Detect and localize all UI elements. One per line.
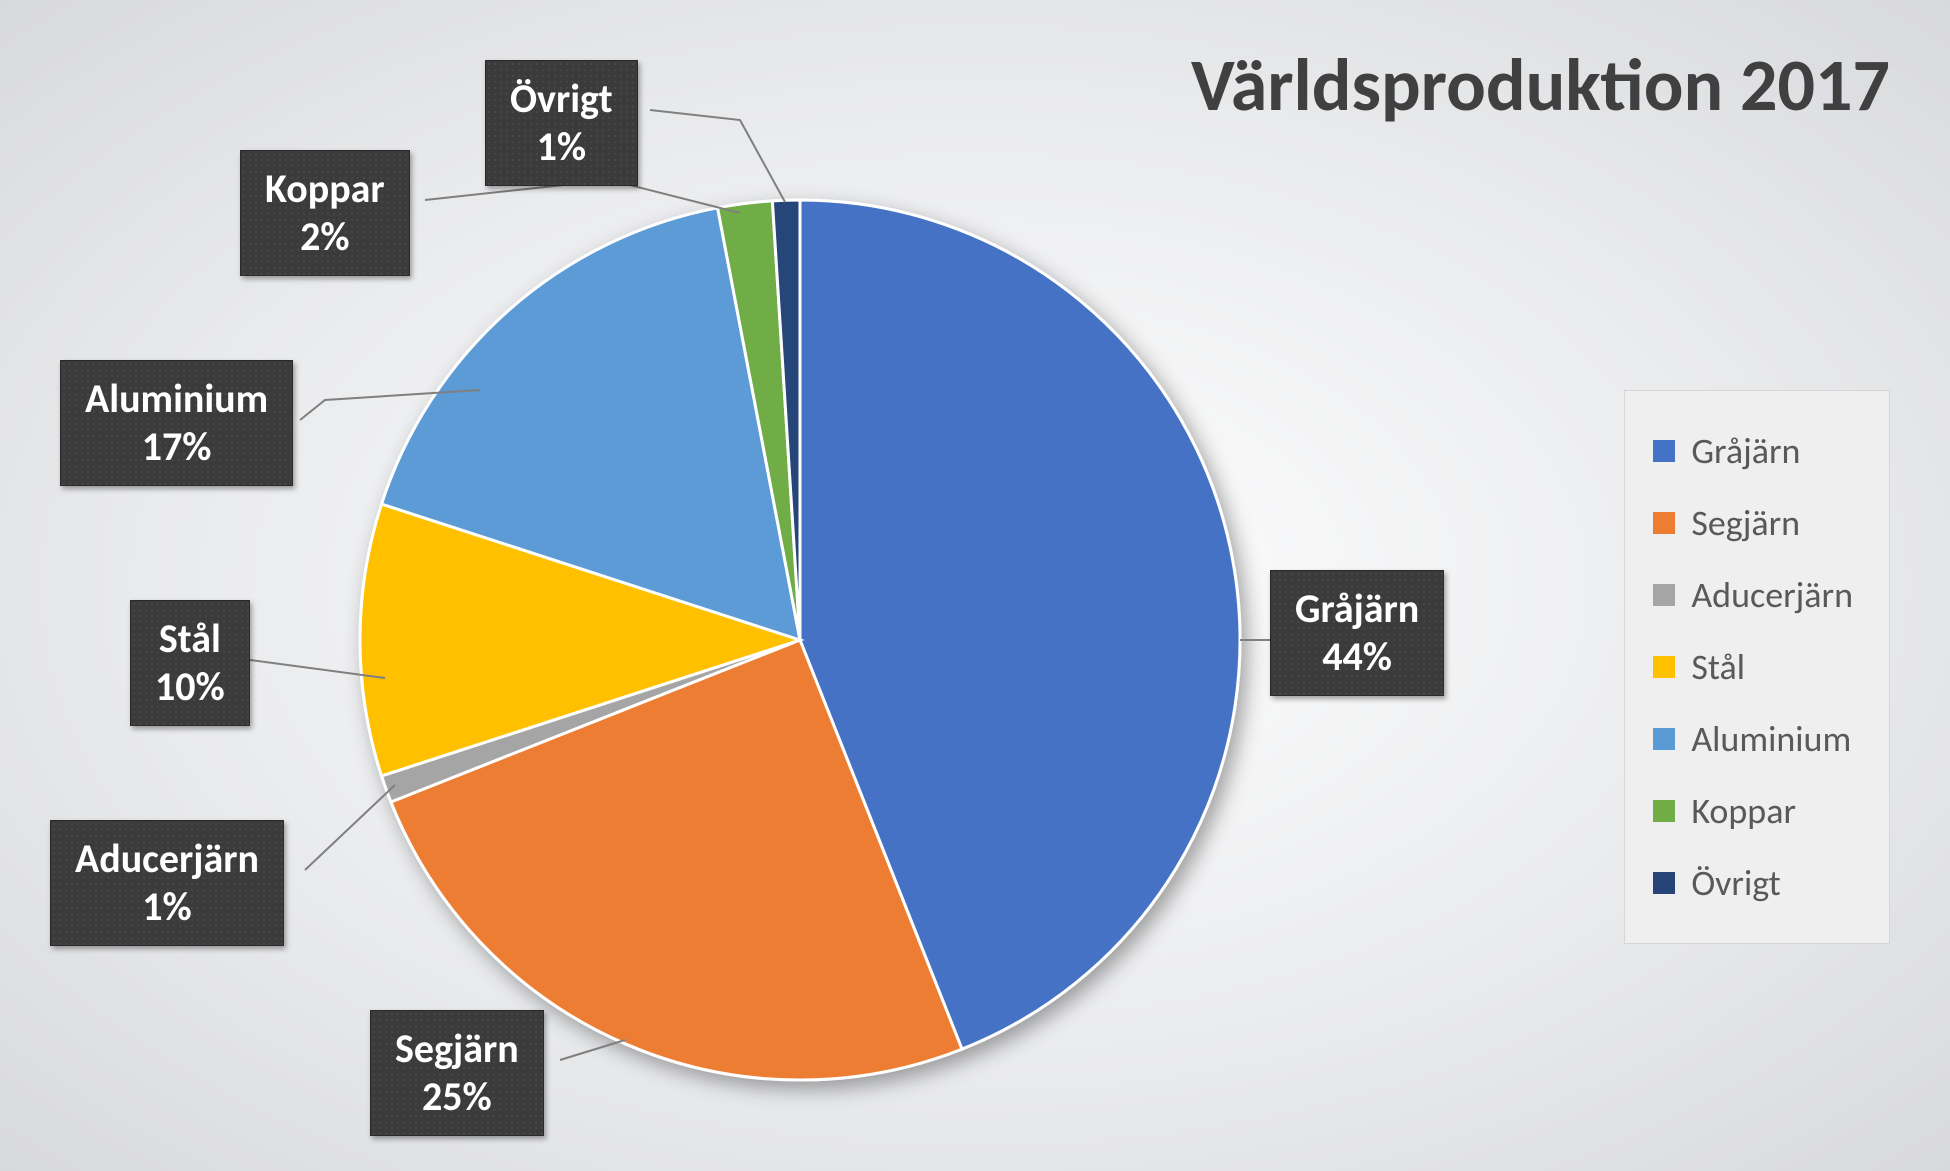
legend-item-stål: Stål <box>1653 631 1853 703</box>
pie-chart <box>330 170 1270 1110</box>
legend-label: Övrigt <box>1691 861 1780 905</box>
callout-koppar: Koppar2% <box>240 150 410 276</box>
legend-item-gråjärn: Gråjärn <box>1653 415 1853 487</box>
legend-swatch <box>1653 800 1675 822</box>
callout-aducerjärn: Aducerjärn1% <box>50 820 284 946</box>
legend-label: Stål <box>1691 645 1745 689</box>
legend-swatch <box>1653 584 1675 606</box>
legend-swatch <box>1653 728 1675 750</box>
legend-item-segjärn: Segjärn <box>1653 487 1853 559</box>
callout-percent: 17% <box>85 423 268 471</box>
callout-gråjärn: Gråjärn44% <box>1270 570 1444 696</box>
callout-label: Aluminium <box>85 374 268 423</box>
legend-swatch <box>1653 656 1675 678</box>
callout-percent: 1% <box>510 123 613 171</box>
callout-stål: Stål10% <box>130 600 250 726</box>
callout-label: Övrigt <box>510 74 613 123</box>
legend-label: Koppar <box>1691 789 1796 833</box>
legend-label: Aducerjärn <box>1691 573 1853 617</box>
callout-percent: 44% <box>1295 633 1419 681</box>
callout-segjärn: Segjärn25% <box>370 1010 544 1136</box>
legend-label: Segjärn <box>1691 501 1800 545</box>
callout-label: Gråjärn <box>1295 584 1419 633</box>
callout-label: Koppar <box>265 164 385 213</box>
callout-aluminium: Aluminium17% <box>60 360 293 486</box>
callout-label: Aducerjärn <box>75 834 259 883</box>
legend-swatch <box>1653 512 1675 534</box>
legend-item-aducerjärn: Aducerjärn <box>1653 559 1853 631</box>
callout-label: Segjärn <box>395 1024 519 1073</box>
callout-percent: 25% <box>395 1073 519 1121</box>
legend: Gråjärn Segjärn Aducerjärn Stål Aluminium Kop… <box>1624 390 1890 944</box>
legend-swatch <box>1653 440 1675 462</box>
callout-label: Stål <box>159 614 221 663</box>
legend-label: Aluminium <box>1691 717 1851 761</box>
chart-title: Världsproduktion 2017 <box>1191 40 1890 130</box>
legend-item-aluminium: Aluminium <box>1653 703 1853 775</box>
callout-percent: 10% <box>155 663 225 711</box>
legend-swatch <box>1653 872 1675 894</box>
legend-label: Gråjärn <box>1691 429 1800 473</box>
legend-item-övrigt: Övrigt <box>1653 847 1853 919</box>
callout-övrigt: Övrigt1% <box>485 60 638 186</box>
legend-item-koppar: Koppar <box>1653 775 1853 847</box>
chart-stage: { "title": "Världsproduktion 2017", "tit… <box>0 0 1950 1171</box>
callout-percent: 1% <box>75 883 259 931</box>
callout-percent: 2% <box>265 213 385 261</box>
